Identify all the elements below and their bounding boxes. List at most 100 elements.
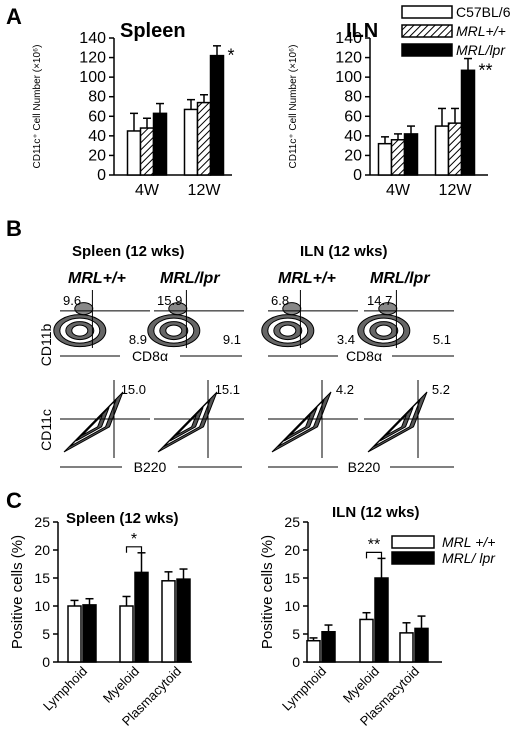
contour-ring <box>165 324 183 337</box>
x-tick-label: 4W <box>135 182 160 199</box>
bar <box>399 632 414 663</box>
y-tick-label: 15 <box>284 570 300 586</box>
y-tick-label: 120 <box>79 50 106 67</box>
chart-title: ILN <box>346 20 378 42</box>
y-tick-label: 60 <box>88 108 106 125</box>
y-tick-label: 60 <box>344 108 362 125</box>
legend-swatch-mrl-lpr <box>401 43 453 57</box>
contour-ring <box>375 324 393 337</box>
bar-chart-3: Spleen (12 wks) 0 5 10 15 20 25 Positive cells … <box>9 510 192 729</box>
quadrant-value-lower-right: 3.4 <box>337 332 355 347</box>
x-label-b220-spleen: B220 <box>134 459 167 475</box>
flow-plot-cd11b-cd8a-1: 9.6 8.9 <box>53 290 150 348</box>
contour-ring <box>175 414 197 436</box>
quadrant-value-lower-right: 8.9 <box>129 332 147 347</box>
bar <box>161 580 176 663</box>
bar <box>176 578 191 663</box>
y-tick-label: 10 <box>34 598 50 614</box>
quadrant-value-lower-right: 9.1 <box>223 332 241 347</box>
legend-swatch-mrl-wt <box>401 24 453 38</box>
significance-marker: ** <box>479 60 493 80</box>
contour-ring <box>81 414 103 436</box>
quadrant-value-upper-right: 15.1 <box>215 382 240 397</box>
chart-title: Spleen <box>120 20 186 42</box>
flow-plot-cd11c-b220-2: 15.1 <box>154 380 244 458</box>
bar <box>460 69 476 176</box>
panel-b-iln-title: ILN (12 wks) <box>300 243 388 260</box>
panel-label-c: C <box>6 488 22 513</box>
bar <box>377 142 393 176</box>
legend-swatch-c57bl6 <box>401 5 453 19</box>
bar-chart-1: Spleen 0 20 40 60 80 100 120 140 CD11c⁺ Cell Numb… <box>32 20 235 199</box>
bar <box>139 127 155 176</box>
legend-c: MRL +/+ MRL/ lpr <box>391 534 496 566</box>
flow-plot-cd11b-cd8a-3: 6.8 3.4 <box>261 290 358 348</box>
bar <box>321 631 336 663</box>
x-tick-label: Lymphoid <box>279 664 329 714</box>
y-label-cd11c: CD11c <box>38 409 54 451</box>
y-tick-label: 0 <box>97 167 106 184</box>
y-tick-label: 80 <box>344 89 362 106</box>
flow-plot-cd11b-cd8a-4: 14.7 5.1 <box>357 290 454 348</box>
bar <box>306 639 321 663</box>
y-tick-label: 5 <box>292 626 300 642</box>
y-tick-label: 20 <box>34 542 50 558</box>
y-label-cd11b: CD11b <box>38 324 54 367</box>
bar-chart-2: ILN 0 20 40 60 80 100 120 140 CD11c⁺ Cell Number … <box>288 20 493 199</box>
bar <box>390 139 406 176</box>
y-tick-label: 10 <box>284 598 300 614</box>
x-tick-label: 4W <box>386 182 411 199</box>
bar <box>414 627 429 663</box>
contour-ring <box>289 414 311 436</box>
chart-title: Spleen (12 wks) <box>66 510 179 527</box>
significance-marker: * <box>228 46 235 66</box>
panel-label-b: B <box>6 216 22 241</box>
bar <box>152 112 168 176</box>
y-tick-label: 25 <box>284 514 300 530</box>
y-tick-label: 40 <box>344 128 362 145</box>
contour-ring <box>385 414 407 436</box>
quadrant-value-upper-right: 15.0 <box>121 382 146 397</box>
y-axis-label: CD11c⁺ Cell Number (×10⁶) <box>32 45 43 169</box>
y-axis-label: Positive cells (%) <box>9 535 26 649</box>
quadrant-value-upper-left: 9.6 <box>63 293 81 308</box>
panel-b-iln-col2: MRL/lpr <box>370 270 430 287</box>
flow-plot-cd11c-b220-3: 4.2 <box>268 380 358 458</box>
y-tick-label: 0 <box>42 654 50 670</box>
y-tick-label: 20 <box>284 542 300 558</box>
y-tick-label: 120 <box>335 50 362 67</box>
bar <box>67 605 82 663</box>
quadrant-value-upper-right: 5.2 <box>432 382 450 397</box>
bar-chart-4: ILN (12 wks) 0 5 10 15 20 25 Positive cells (%)… <box>259 504 442 729</box>
flow-plots: 9.6 8.9 15.9 9.1 6.8 3.4 14.7 5.1 15.0 15.1 4.2 5.2 <box>53 290 454 458</box>
y-tick-label: 5 <box>42 626 50 642</box>
flow-plot-cd11c-b220-4: 5.2 <box>364 380 454 458</box>
panel-label-a: A <box>6 4 22 29</box>
flow-plot-cd11c-b220-1: 15.0 <box>60 380 150 458</box>
panel-b-axis-labels: CD11b CD11c CD8α CD8α B220 B220 <box>38 324 454 475</box>
y-tick-label: 140 <box>335 30 362 47</box>
y-tick-label: 20 <box>344 147 362 164</box>
significance-marker: ** <box>368 536 380 553</box>
panel-b-spleen-title: Spleen (12 wks) <box>72 243 185 260</box>
panel-b-spleen-col2: MRL/lpr <box>160 270 220 287</box>
bar <box>134 571 149 663</box>
legend-a: C57BL/6 MRL+/+ MRL/lpr <box>401 4 511 58</box>
bar <box>82 604 97 663</box>
y-tick-label: 100 <box>79 69 106 86</box>
bar <box>183 108 199 176</box>
x-label-cd8a-iln: CD8α <box>346 348 382 364</box>
bar <box>359 618 374 663</box>
x-tick-label: 12W <box>188 182 222 199</box>
legend-label-mrl-wt: MRL+/+ <box>456 23 506 39</box>
quadrant-value-upper-left: 6.8 <box>271 293 289 308</box>
chart-title: ILN (12 wks) <box>332 504 420 521</box>
y-tick-label: 15 <box>34 570 50 586</box>
bar <box>403 133 419 176</box>
legend-c-label-wt: MRL +/+ <box>442 534 495 550</box>
panel-b-iln-col1: MRL+/+ <box>278 270 336 287</box>
bar <box>119 605 134 663</box>
quadrant-value-upper-left: 15.9 <box>157 293 182 308</box>
legend-c-label-lpr: MRL/ lpr <box>442 550 496 566</box>
